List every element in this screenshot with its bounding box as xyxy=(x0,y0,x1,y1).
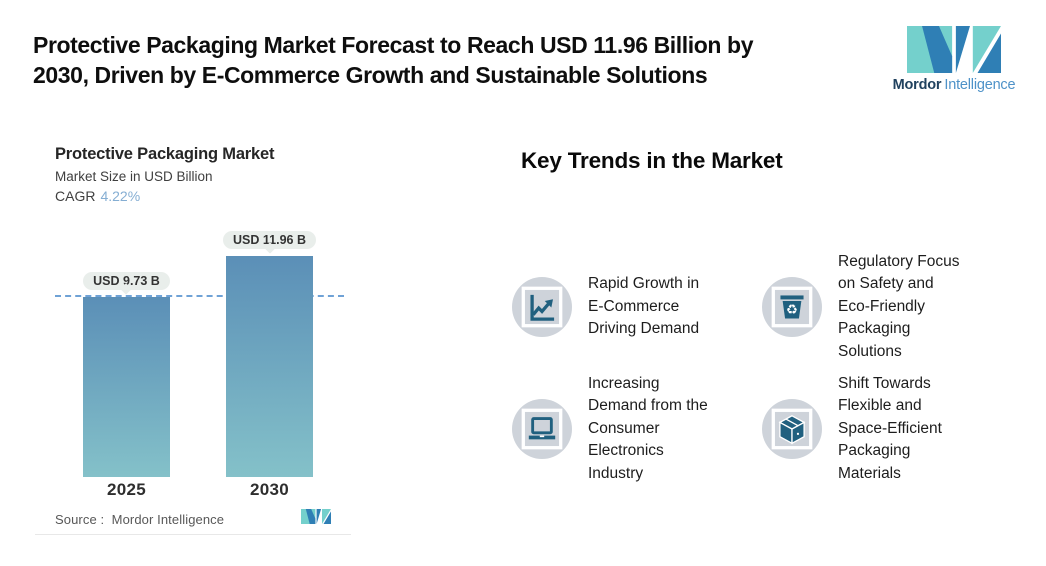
source-text: Source : Mordor Intelligence xyxy=(55,512,224,527)
laptop-icon xyxy=(512,399,572,459)
trend-item-ecommerce-growth: Rapid Growth in E-Commerce Driving Deman… xyxy=(512,248,762,366)
trend-text: Shift Towards Flexible and Space-Efficie… xyxy=(838,374,942,482)
source-label: Source : xyxy=(55,511,105,527)
bar-2025-value-tooltip: USD 9.73 B xyxy=(83,272,170,291)
package-box-icon xyxy=(762,399,822,459)
trend-item-regulatory-focus: ♻ Regulatory Focus on Safety and Eco-Fri… xyxy=(762,248,1040,366)
x-axis-label-2030: 2030 xyxy=(249,480,290,499)
brand-logo: Mordor Intelligence xyxy=(888,26,1020,93)
brand-name: Mordor Intelligence xyxy=(888,77,1020,93)
bar-2030 xyxy=(226,256,313,477)
bar-2030-value-tooltip: USD 11.96 B xyxy=(223,231,316,250)
bar-2030-value-label: USD 11.96 B xyxy=(223,231,316,250)
trend-item-consumer-electronics: Increasing Demand from the Consumer Elec… xyxy=(512,370,762,488)
trend-text: Rapid Growth in E-Commerce Driving Deman… xyxy=(588,275,700,338)
line-chart-icon xyxy=(512,277,572,337)
svg-text:♻: ♻ xyxy=(786,303,798,318)
source-value: Mordor Intelligence xyxy=(111,511,225,527)
mordor-intelligence-logo-icon xyxy=(888,26,1020,73)
x-axis-label-2025: 2025 xyxy=(106,480,147,499)
mordor-intelligence-mini-logo-icon xyxy=(301,509,331,529)
trends-grid: Rapid Growth in E-Commerce Driving Deman… xyxy=(512,248,1040,488)
brand-name-bold: Mordor xyxy=(892,77,942,93)
trend-text: Increasing Demand from the Consumer Elec… xyxy=(588,374,708,482)
recycle-bin-icon: ♻ xyxy=(762,277,822,337)
chart-title: Protective Packaging Market xyxy=(55,145,275,163)
bar-2025 xyxy=(83,297,170,477)
bar-2025-value-label: USD 9.73 B xyxy=(83,272,170,291)
market-chart-card: Protective Packaging Market Market Size … xyxy=(35,128,351,535)
cagr-value: 4.22% xyxy=(100,188,141,204)
page-title: Protective Packaging Market Forecast to … xyxy=(33,32,754,88)
trend-text: Regulatory Focus on Safety and Eco-Frien… xyxy=(838,252,960,360)
source-row: Source : Mordor Intelligence xyxy=(55,508,331,530)
chart-subtitle: Market Size in USD Billion xyxy=(55,169,213,184)
cagr-label: CAGR xyxy=(55,188,96,204)
bar-chart-plot: USD 9.73 B USD 11.96 B xyxy=(35,228,351,477)
brand-name-light: Intelligence xyxy=(944,77,1016,93)
chart-cagr: CAGR 4.22% xyxy=(55,188,140,204)
trends-heading: Key Trends in the Market xyxy=(521,148,783,173)
reference-dashed-line xyxy=(55,295,344,298)
trend-item-flexible-packaging: Shift Towards Flexible and Space-Efficie… xyxy=(762,370,1040,488)
